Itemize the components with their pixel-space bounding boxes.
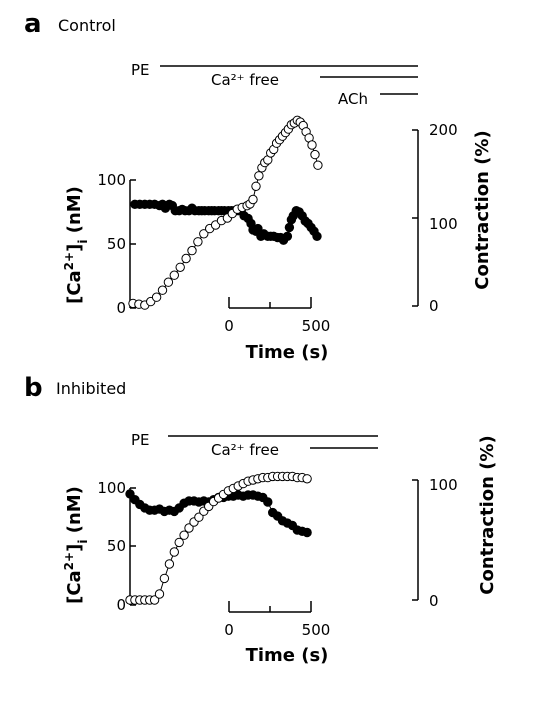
panel-b-right-tick-label-0: 0	[429, 592, 439, 610]
panel-a-letter: a	[24, 9, 42, 39]
panel-b-left-tick-label-100: 100	[97, 479, 126, 497]
panel-a-time-tick-label-0: 0	[224, 317, 234, 335]
panel-b-letter: b	[24, 373, 43, 403]
panel-a-time-tick-label-500: 500	[302, 317, 331, 335]
panel-b-title: Inhibited	[56, 379, 126, 398]
panel-a-series-1-point-8	[175, 262, 185, 272]
panel-a-left-tick-label-100: 100	[97, 171, 126, 189]
panel-a-ach-label: ACh	[338, 90, 368, 108]
panel-b-left-tick-label-0: 0	[116, 596, 126, 614]
panel-b-time-tick-label-0: 0	[224, 621, 234, 639]
panel-a-series-1-point-4	[151, 292, 162, 302]
panel-a-series-1-point-6	[163, 277, 174, 287]
panel-a-pe-label: PE	[131, 61, 150, 79]
panel-b-series-1-point-8	[164, 559, 175, 569]
panel-b-left-axis-title: [Ca2+]i (nM)	[62, 486, 90, 604]
panel-b: b Inhibited PE Ca²⁺ free 100 50 0 [Ca2+]…	[24, 373, 498, 666]
panel-a-series-1-point-10	[187, 245, 197, 256]
panel-a-series-1-point-12	[199, 229, 209, 239]
panel-a-series-1-point-43	[310, 149, 320, 160]
panel-a-series-1-point-9	[181, 253, 191, 264]
panel-a-series-1-point-42	[307, 140, 317, 150]
panel-b-series-0-point-28	[263, 497, 273, 507]
panel-b-series-1-point-7	[159, 573, 170, 584]
panel-a-title: Control	[58, 16, 116, 35]
panel-a-xaxis-title: Time (s)	[246, 342, 329, 363]
panel-a-right-axis-title: Contraction (%)	[472, 130, 493, 289]
panel-b-series-1-point-10	[174, 537, 184, 548]
panel-b-series-1-point-9	[169, 547, 180, 557]
panel-a-series-1-point-11	[193, 237, 203, 247]
panel-b-left-tick-label-50: 50	[107, 537, 126, 555]
panel-b-series-1-point-5	[149, 595, 160, 605]
panel-b-series-1-point-14	[194, 512, 204, 522]
panel-a-right-tick-label-100: 100	[429, 215, 458, 233]
panel-a-series-1-point-7	[169, 270, 180, 280]
panel-b-series-1-point-36	[302, 474, 312, 484]
panel-b-cafree-label: Ca²⁺ free	[211, 441, 279, 459]
panel-a-series-0-point-56	[312, 231, 322, 242]
panel-b-series-0-point-36	[302, 527, 312, 538]
panel-a-left-tick-label-50: 50	[107, 235, 126, 253]
panel-a-series-1-point-23	[251, 181, 261, 192]
panel-a-series-0-point-45	[282, 231, 293, 242]
panel-a: a Control PE Ca²⁺ free ACh 100 50 0 [Ca2…	[24, 9, 493, 363]
panel-b-series-1-point-6	[154, 589, 165, 599]
panel-a-series-0-point-46	[284, 222, 295, 233]
panel-a-data	[128, 115, 323, 310]
panel-b-right-axis-title: Contraction (%)	[477, 435, 498, 594]
panel-a-cafree-label: Ca²⁺ free	[211, 71, 279, 89]
panel-b-time-tick-label-500: 500	[302, 621, 331, 639]
panel-b-xaxis-title: Time (s)	[246, 645, 329, 666]
panel-a-series-1-point-44	[313, 160, 323, 170]
panel-b-series-1-point-12	[184, 523, 194, 533]
panel-a-left-tick-label-0: 0	[116, 299, 126, 317]
panel-a-right-tick-label-200: 200	[429, 121, 458, 139]
panel-a-right-tick-label-0: 0	[429, 297, 439, 315]
panel-a-left-axis-title: [Ca2+]i (nM)	[62, 186, 90, 304]
panel-b-data	[125, 471, 312, 605]
panel-b-right-tick-label-100: 100	[429, 476, 458, 494]
panel-a-series-1-point-5	[157, 285, 168, 295]
panel-b-pe-label: PE	[131, 431, 150, 449]
panel-a-series-1-point-22	[248, 194, 258, 205]
panel-b-series-1-point-11	[179, 530, 189, 540]
panel-a-series-1-point-24	[254, 171, 264, 181]
